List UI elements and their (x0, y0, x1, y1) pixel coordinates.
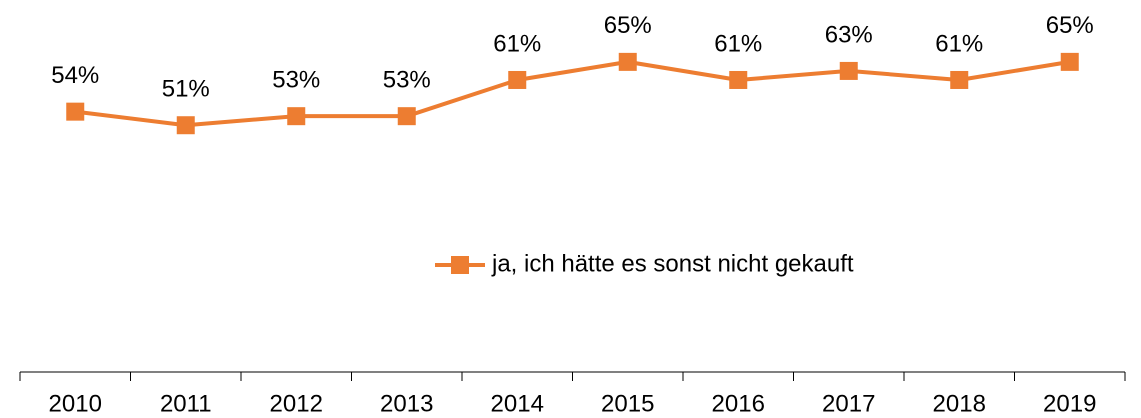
marker (839, 61, 858, 80)
marker (176, 116, 195, 135)
marker (397, 107, 416, 126)
x-tick-label: 2013 (380, 390, 433, 417)
x-tick-label: 2018 (933, 390, 986, 417)
marker (729, 70, 748, 89)
data-label: 61% (714, 30, 762, 57)
data-label: 61% (935, 30, 983, 57)
x-tick-label: 2012 (270, 390, 323, 417)
x-tick-label: 2017 (822, 390, 875, 417)
marker (66, 102, 85, 121)
data-label: 65% (1046, 12, 1094, 39)
x-tick-label: 2019 (1043, 390, 1096, 417)
data-label: 53% (272, 67, 320, 94)
x-tick-label: 2015 (601, 390, 654, 417)
x-tick-label: 2014 (491, 390, 544, 417)
legend-marker (451, 256, 469, 274)
data-label: 53% (383, 67, 431, 94)
legend-label: ja, ich hätte es sonst nicht gekauft (491, 250, 854, 277)
data-label: 61% (493, 30, 541, 57)
series-line (75, 59, 1071, 128)
marker (287, 107, 306, 126)
x-tick-label: 2016 (712, 390, 765, 417)
marker (618, 52, 637, 71)
data-label: 63% (825, 21, 873, 48)
marker (950, 70, 969, 89)
data-label: 54% (51, 62, 99, 89)
marker (1060, 52, 1079, 71)
x-tick-label: 2010 (49, 390, 102, 417)
marker (508, 70, 527, 89)
data-label: 65% (604, 12, 652, 39)
data-label: 51% (162, 76, 210, 103)
x-tick-label: 2011 (160, 390, 212, 417)
